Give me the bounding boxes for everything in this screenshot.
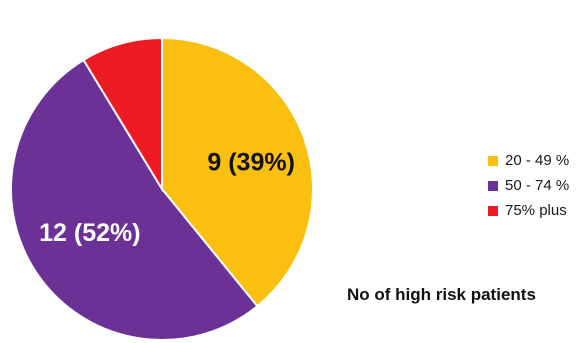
legend-swatch	[488, 180, 498, 191]
pie-slice	[82, 36, 163, 193]
legend-label: 75% plus	[505, 202, 567, 219]
legend-swatch	[488, 155, 498, 166]
pie-slices	[10, 36, 314, 341]
legend-label: 20 - 49 %	[505, 152, 570, 169]
legend-item: 20 - 49 %	[488, 148, 586, 173]
legend-swatch	[488, 205, 498, 216]
pie-slice	[10, 58, 259, 341]
pie-slice	[161, 36, 314, 308]
legend-label: 50 - 74 %	[505, 177, 570, 194]
legend-item: 50 - 74 %	[488, 173, 586, 198]
slice-value-label: 9 (39%)	[207, 148, 295, 176]
pie-labels: 9 (39%)12 (52%)2 (9%)	[39, 148, 295, 247]
legend: 20 - 49 % 50 - 74 % 75% plus	[488, 148, 586, 223]
slice-value-label: 12 (52%)	[39, 219, 140, 247]
legend-item: 75% plus	[488, 198, 586, 223]
chart-caption: No of high risk patients	[347, 285, 536, 304]
